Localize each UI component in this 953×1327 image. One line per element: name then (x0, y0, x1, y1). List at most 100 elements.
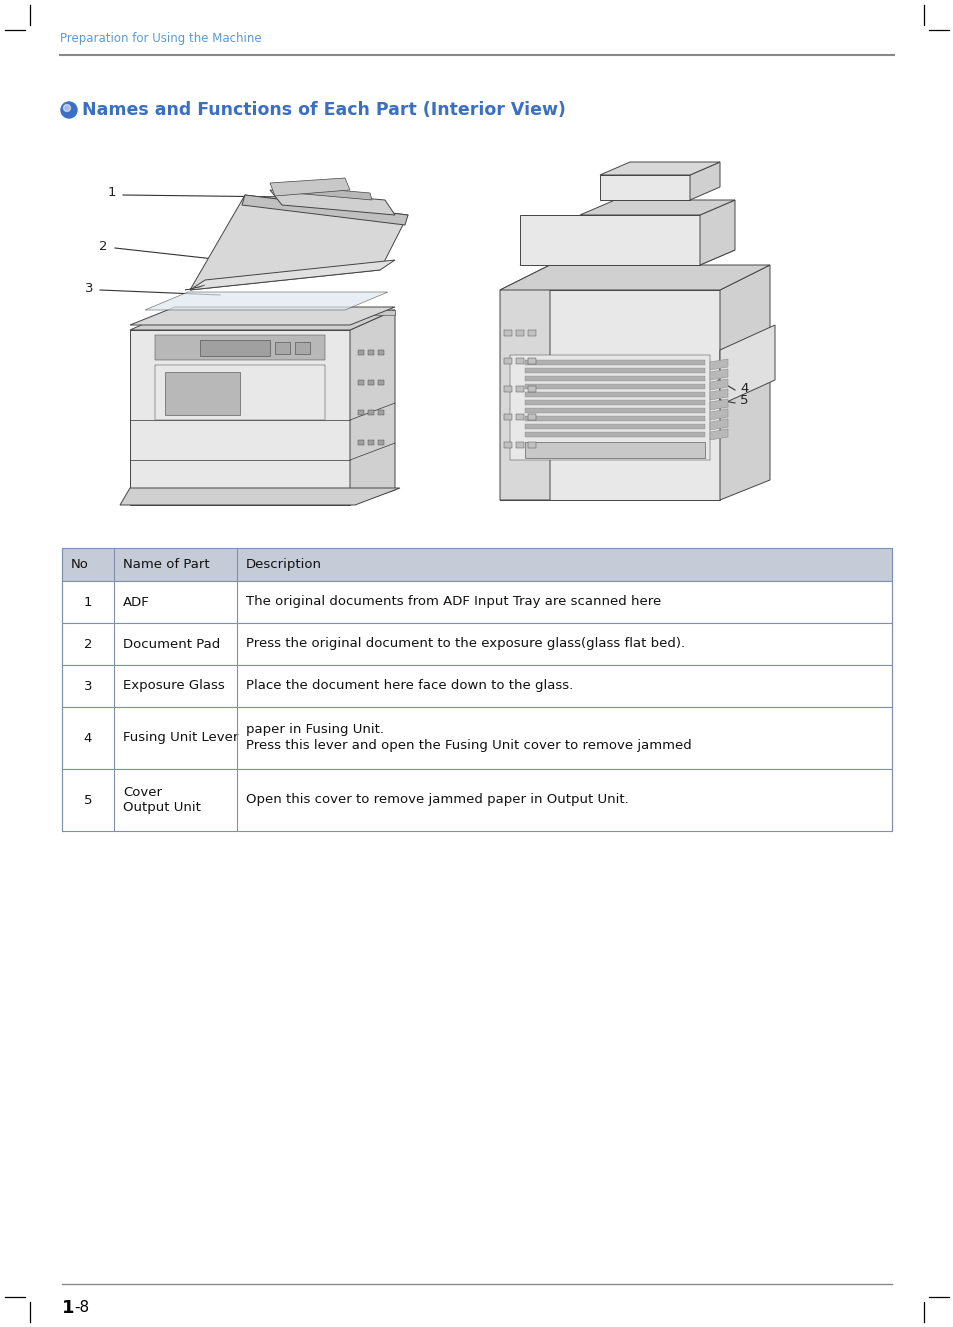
Polygon shape (709, 419, 727, 430)
Polygon shape (130, 311, 395, 330)
Polygon shape (524, 399, 704, 405)
Bar (62, 707, 891, 770)
Polygon shape (185, 285, 205, 291)
Text: Press this lever and open the Fusing Unit cover to remove jammed: Press this lever and open the Fusing Uni… (246, 739, 691, 752)
Polygon shape (524, 442, 704, 458)
Bar (62, 548, 891, 581)
Text: 3: 3 (85, 281, 92, 295)
Polygon shape (599, 162, 720, 175)
Text: Description: Description (246, 557, 322, 571)
Text: 1: 1 (62, 1299, 74, 1316)
Polygon shape (270, 190, 395, 215)
Text: ADF: ADF (123, 596, 150, 609)
Polygon shape (709, 409, 727, 421)
Text: Name of Part: Name of Part (123, 557, 210, 571)
Polygon shape (503, 386, 512, 391)
Polygon shape (499, 265, 550, 500)
Polygon shape (377, 410, 384, 415)
Text: -8: -8 (74, 1300, 89, 1315)
Polygon shape (516, 386, 523, 391)
Polygon shape (377, 441, 384, 445)
Polygon shape (190, 260, 395, 291)
Polygon shape (527, 414, 536, 421)
Text: 2: 2 (84, 637, 92, 650)
Text: 1: 1 (84, 596, 92, 609)
Polygon shape (524, 376, 704, 381)
Polygon shape (524, 391, 704, 397)
Polygon shape (154, 365, 325, 421)
Text: Preparation for Using the Machine: Preparation for Using the Machine (60, 32, 261, 45)
Polygon shape (368, 380, 374, 385)
Text: Place the document here face down to the glass.: Place the document here face down to the… (246, 679, 573, 693)
Text: 2: 2 (99, 239, 108, 252)
Text: 5: 5 (740, 394, 748, 407)
Bar (62, 622, 891, 665)
Polygon shape (242, 195, 408, 226)
Polygon shape (145, 292, 388, 311)
Polygon shape (130, 307, 395, 325)
Text: Exposure Glass: Exposure Glass (123, 679, 225, 693)
Text: 5: 5 (84, 794, 92, 807)
Polygon shape (709, 369, 727, 380)
Polygon shape (524, 384, 704, 389)
Polygon shape (499, 291, 720, 500)
Polygon shape (524, 415, 704, 421)
Text: Cover: Cover (123, 786, 162, 799)
Polygon shape (524, 368, 704, 373)
Polygon shape (499, 265, 769, 291)
Polygon shape (200, 340, 270, 356)
Polygon shape (174, 311, 395, 314)
Circle shape (61, 102, 77, 118)
Polygon shape (524, 407, 704, 413)
Polygon shape (599, 175, 689, 200)
Polygon shape (720, 325, 774, 405)
Text: 4: 4 (740, 381, 747, 394)
Text: Fusing Unit Lever: Fusing Unit Lever (123, 731, 238, 744)
Polygon shape (516, 358, 523, 364)
Polygon shape (700, 200, 734, 265)
Polygon shape (368, 410, 374, 415)
Polygon shape (527, 330, 536, 336)
Polygon shape (524, 360, 704, 365)
Polygon shape (503, 330, 512, 336)
Text: No: No (71, 557, 89, 571)
Polygon shape (357, 410, 364, 415)
Bar (62, 770, 891, 831)
Text: Open this cover to remove jammed paper in Output Unit.: Open this cover to remove jammed paper i… (246, 794, 628, 807)
Text: paper in Fusing Unit.: paper in Fusing Unit. (246, 723, 384, 736)
Polygon shape (503, 414, 512, 421)
Polygon shape (689, 162, 720, 200)
Polygon shape (516, 414, 523, 421)
Polygon shape (270, 178, 350, 196)
Polygon shape (368, 350, 374, 356)
Text: Press the original document to the exposure glass(glass flat bed).: Press the original document to the expos… (246, 637, 684, 650)
Polygon shape (377, 350, 384, 356)
Text: 3: 3 (84, 679, 92, 693)
Bar (62, 581, 891, 622)
Polygon shape (357, 380, 364, 385)
Polygon shape (120, 488, 399, 506)
Polygon shape (510, 356, 709, 460)
Polygon shape (579, 200, 734, 215)
Bar (62, 665, 891, 707)
Polygon shape (709, 389, 727, 399)
Polygon shape (527, 386, 536, 391)
Polygon shape (357, 441, 364, 445)
Text: Names and Functions of Each Part (Interior View): Names and Functions of Each Part (Interi… (82, 101, 565, 119)
Polygon shape (516, 442, 523, 449)
Text: Output Unit: Output Unit (123, 802, 201, 815)
Polygon shape (519, 215, 700, 265)
Polygon shape (709, 429, 727, 441)
Polygon shape (350, 311, 395, 506)
Polygon shape (503, 442, 512, 449)
Polygon shape (524, 425, 704, 429)
Text: 4: 4 (84, 731, 92, 744)
Polygon shape (709, 380, 727, 390)
Polygon shape (357, 350, 364, 356)
Polygon shape (280, 184, 372, 200)
Polygon shape (709, 399, 727, 410)
Polygon shape (516, 330, 523, 336)
Polygon shape (190, 195, 408, 291)
Polygon shape (519, 249, 734, 265)
Text: Document Pad: Document Pad (123, 637, 220, 650)
